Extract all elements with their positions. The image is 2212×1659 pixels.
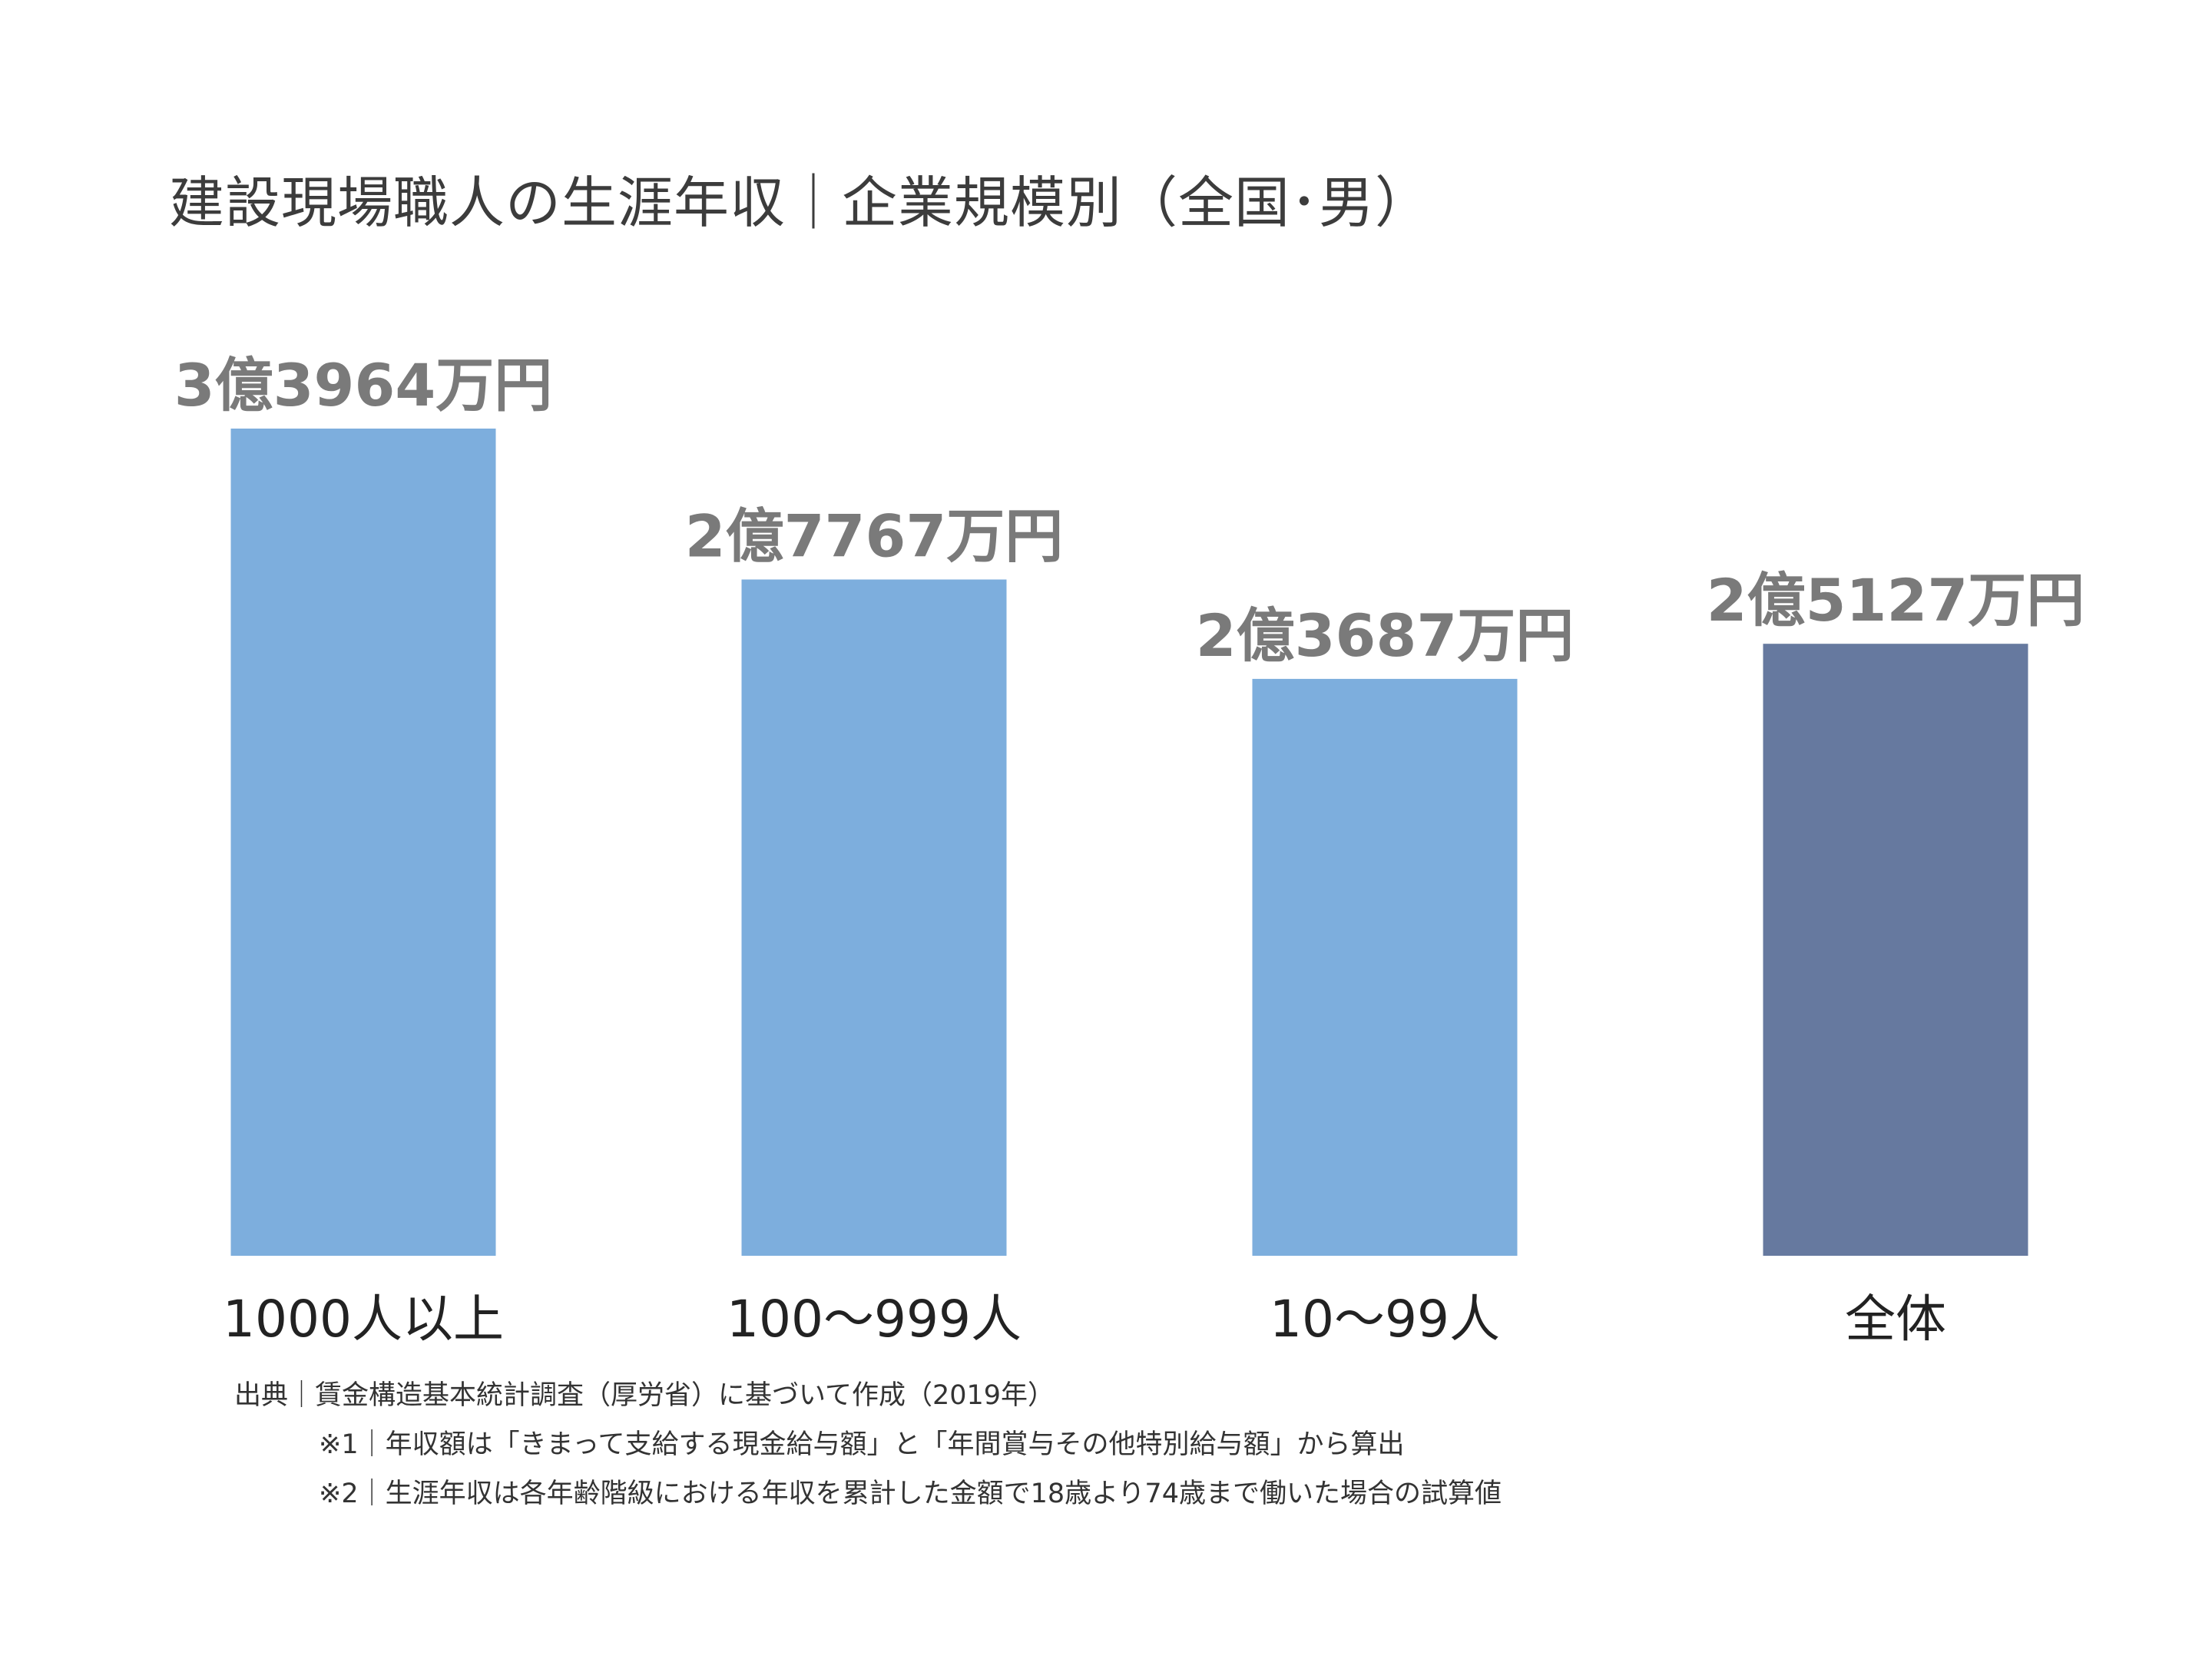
category-label-4: 全体: [1845, 1290, 1946, 1349]
source-note: 出典｜賃金構造基本統計調査（厚労省）に基づいて作成（2019年）: [234, 1380, 1055, 1411]
value-label-1: 3億3964万円: [174, 351, 552, 419]
bar-2: [741, 579, 1007, 1256]
value-label-2: 2億7767万円: [685, 502, 1063, 571]
category-labels-group: 1000人以上 100〜999人 10〜99人 全体: [223, 1290, 1946, 1349]
category-label-3: 10〜99人: [1270, 1290, 1500, 1349]
value-label-3: 2億3687万円: [1196, 601, 1574, 670]
bar-4: [1763, 644, 2028, 1256]
footnote-2: ※2｜生涯年収は各年齢階級における年収を累計した金額で18歳より74歳まで働いた…: [319, 1479, 1502, 1509]
value-labels-group: 3億3964万円 2億7767万円 2億3687万円 2億5127万円: [174, 351, 2085, 670]
category-label-1: 1000人以上: [223, 1290, 504, 1349]
value-label-4: 2億5127万円: [1707, 566, 2085, 634]
bar-3: [1252, 678, 1518, 1256]
bars-group: [230, 429, 2028, 1256]
bar-1: [230, 429, 496, 1256]
category-label-2: 100〜999人: [727, 1290, 1022, 1349]
chart-title: 建設現場職人の生涯年収｜企業規模別（全国･男）: [169, 171, 1432, 235]
footnote-1: ※1｜年収額は「きまって支給する現金給与額」と「年間賞与その他特別給与額」から算…: [319, 1429, 1405, 1460]
chart-notes: 出典｜賃金構造基本統計調査（厚労省）に基づいて作成（2019年） ※1｜年収額は…: [234, 1371, 1502, 1518]
